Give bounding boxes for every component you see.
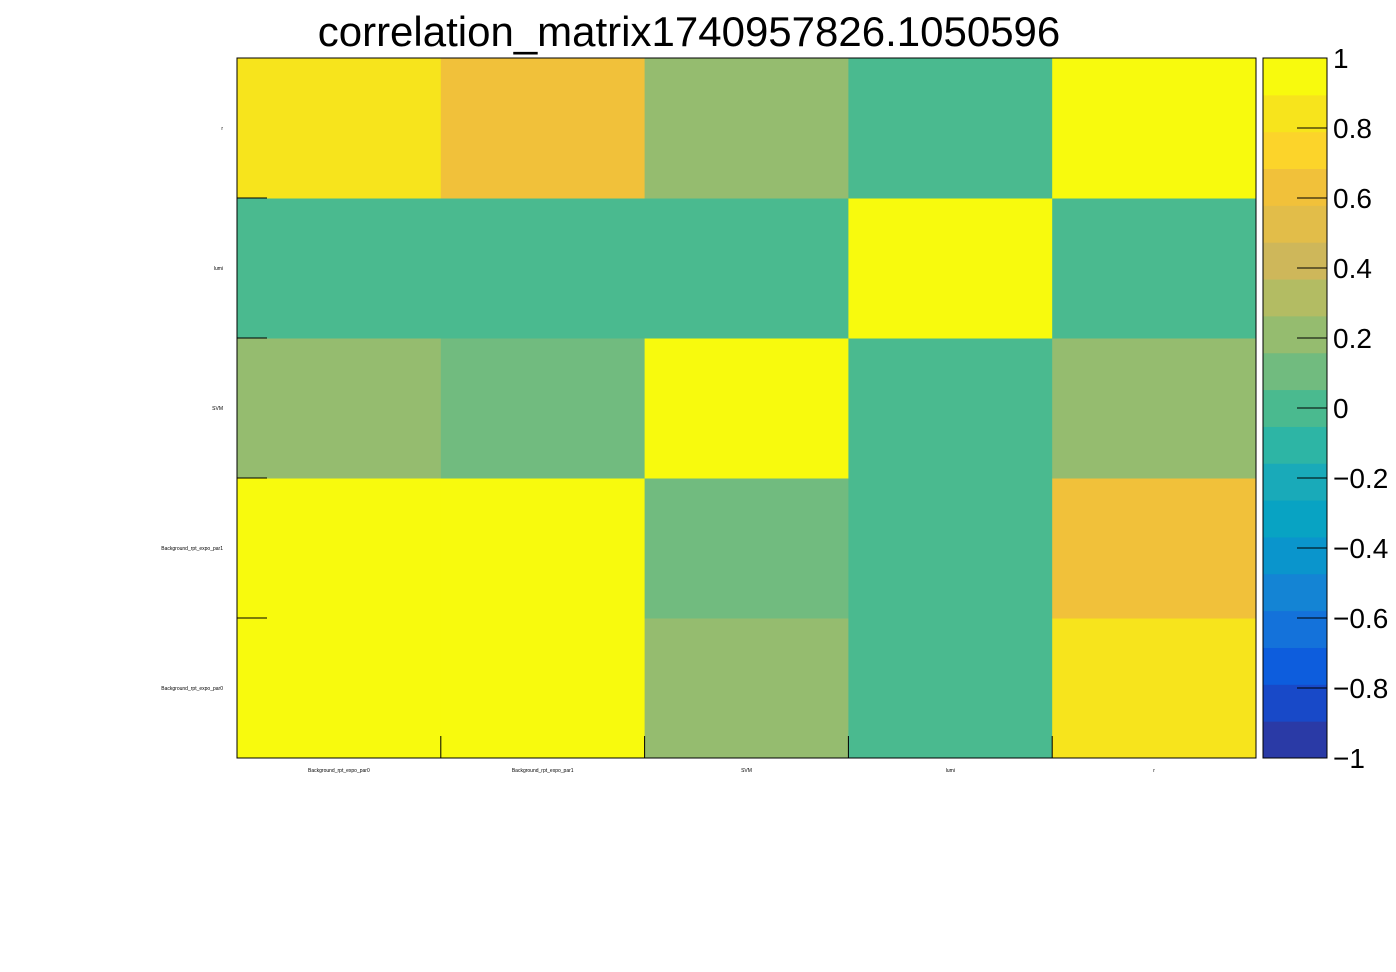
heatmap-cell [237,338,442,479]
heatmap-cell [440,198,646,339]
y-tick-label: Background_rpt_expo_par0 [161,686,223,692]
colorbar-tick-label: −1 [1333,743,1365,774]
heatmap-cell [237,198,442,339]
colorbar-segment [1263,131,1327,170]
colorbar-segment [1263,684,1327,722]
y-tick-label: lumi [214,266,223,272]
heatmap-cell [1052,58,1257,199]
y-tick-label: Background_rpt_expo_par1 [161,546,223,552]
heatmap-cell [848,198,1053,339]
heatmap-cell [1052,198,1257,339]
heatmap-cell [237,618,442,759]
colorbar-segment [1263,279,1327,317]
chart-title: correlation_matrix1740957826.1050596 [318,8,1061,55]
colorbar-tick-label: 0 [1333,393,1349,424]
heatmap-cell [440,618,646,759]
y-tick-label: r [221,126,223,132]
colorbar-tick-label: −0.2 [1333,463,1388,494]
colorbar-segment [1263,58,1327,96]
colorbar-segment [1263,573,1327,612]
colorbar-segment [1263,426,1327,464]
y-axis-labels: Background_rpt_expo_par0 Background_rpt_e… [161,126,223,692]
colorbar [1262,57,1328,759]
heatmap-cell [237,478,442,619]
heatmap-cell [848,58,1053,199]
colorbar-labels: −1 −0.8 −0.6 −0.4 −0.2 0 0.2 0.4 0.6 0.8 1 [1333,43,1388,774]
heatmap-cell [1052,618,1257,759]
heatmap-cell [848,478,1053,619]
colorbar-tick-label: −0.6 [1333,603,1388,634]
colorbar-tick-label: 0.8 [1333,113,1372,144]
colorbar-segment [1263,205,1327,243]
x-tick-label: r [1153,768,1155,774]
colorbar-segment [1263,352,1327,391]
x-axis-ticks [440,736,1053,758]
heatmap-cell [644,198,849,339]
heatmap-cell [1052,478,1257,619]
colorbar-segment [1263,500,1327,538]
colorbar-segment [1263,721,1327,759]
colorbar-tick-label: −0.4 [1333,533,1388,564]
heatmap-cell [440,478,646,619]
colorbar-tick-label: 0.4 [1333,253,1372,284]
plot-frame [236,57,1257,759]
x-tick-label: lumi [946,768,955,774]
heatmap-cell [440,58,646,199]
heatmap-cell [237,58,442,199]
heatmap-cell [644,58,849,199]
heatmap-cell [644,618,849,759]
heatmap-cell [848,618,1053,759]
colorbar-segment [1263,242,1327,280]
heatmap-cells [237,58,1257,759]
colorbar-segment [1263,315,1327,354]
x-axis-labels: Background_rpt_expo_par0 Background_rpt_e… [308,768,1155,774]
colorbar-segment [1263,94,1327,133]
x-tick-label: Background_rpt_expo_par0 [308,768,370,774]
colorbar-segment [1263,610,1327,648]
colorbar-tick-label: 0.6 [1333,183,1372,214]
heatmap-cell [644,478,849,619]
x-tick-label: Background_rpt_expo_par1 [512,768,574,774]
y-axis-ticks [237,197,267,619]
colorbar-segment [1263,536,1327,575]
colorbar-tick-label: 1 [1333,43,1349,74]
heatmap-cell [848,338,1053,479]
colorbar-segment [1263,168,1327,206]
heatmap-cell [1052,338,1257,479]
colorbar-segment [1263,647,1327,685]
colorbar-tick-label: −0.8 [1333,673,1388,704]
y-tick-label: SVM [212,406,223,412]
heatmap-cell [644,338,849,479]
colorbar-tick-label: 0.2 [1333,323,1372,354]
heatmap-cell [440,338,646,479]
colorbar-segment [1263,463,1327,501]
x-tick-label: SVM [741,768,752,774]
